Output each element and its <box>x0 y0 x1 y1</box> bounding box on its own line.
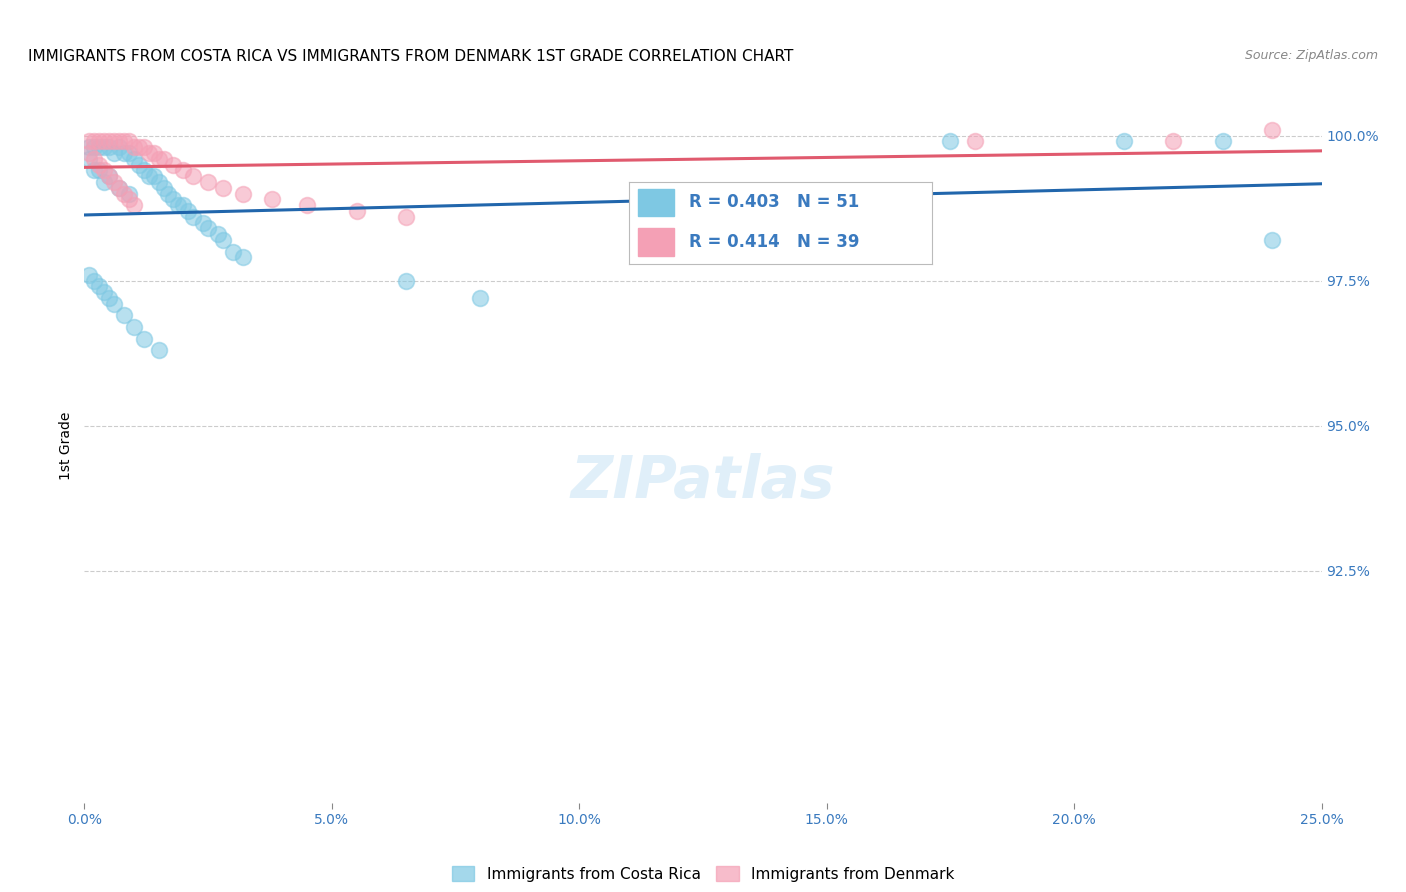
Point <box>157 186 180 201</box>
Point <box>232 251 254 265</box>
Point <box>98 169 121 184</box>
Point <box>83 135 105 149</box>
Text: Source: ZipAtlas.com: Source: ZipAtlas.com <box>1244 49 1378 62</box>
Point <box>122 140 145 154</box>
Point <box>89 140 111 154</box>
Point <box>172 198 194 212</box>
Point <box>89 135 111 149</box>
Point <box>148 152 170 166</box>
Point <box>212 233 235 247</box>
Point <box>79 268 101 282</box>
Point <box>122 198 145 212</box>
Point <box>79 140 101 154</box>
Point <box>132 163 155 178</box>
Point <box>98 291 121 305</box>
Point <box>395 274 418 288</box>
Point <box>112 146 135 161</box>
Point <box>197 175 219 189</box>
Point <box>103 297 125 311</box>
Point <box>103 175 125 189</box>
Point <box>222 244 245 259</box>
Y-axis label: 1st Grade: 1st Grade <box>59 412 73 480</box>
Point <box>181 210 204 224</box>
Point <box>103 146 125 161</box>
Point <box>83 152 105 166</box>
Point <box>98 135 121 149</box>
Point <box>79 152 101 166</box>
Point <box>172 163 194 178</box>
Point <box>132 332 155 346</box>
Point <box>232 186 254 201</box>
Point <box>167 198 190 212</box>
Point <box>93 135 115 149</box>
Point <box>207 227 229 242</box>
Point <box>79 135 101 149</box>
Point <box>148 343 170 358</box>
Point <box>152 152 174 166</box>
Point <box>93 175 115 189</box>
Point <box>295 198 318 212</box>
Point <box>162 158 184 172</box>
Point <box>191 216 214 230</box>
Bar <box>638 188 675 217</box>
Point <box>1261 123 1284 137</box>
Point <box>1261 233 1284 247</box>
Text: ZIPatlas: ZIPatlas <box>571 453 835 510</box>
Point <box>103 135 125 149</box>
Point <box>118 146 141 161</box>
Point <box>142 169 165 184</box>
Point <box>98 169 121 184</box>
Point <box>128 140 150 154</box>
Point <box>132 140 155 154</box>
Bar <box>638 228 675 256</box>
Point <box>122 320 145 334</box>
Text: R = 0.403   N = 51: R = 0.403 N = 51 <box>689 194 859 211</box>
Point <box>93 163 115 178</box>
Point <box>152 181 174 195</box>
Point <box>89 279 111 293</box>
Point <box>142 146 165 161</box>
Point <box>108 140 131 154</box>
Point <box>108 135 131 149</box>
Point <box>197 221 219 235</box>
Point <box>112 309 135 323</box>
Point <box>1161 135 1184 149</box>
Point <box>112 186 135 201</box>
Point <box>128 158 150 172</box>
Text: R = 0.414   N = 39: R = 0.414 N = 39 <box>689 233 860 251</box>
Point <box>148 175 170 189</box>
Point <box>98 140 121 154</box>
Point <box>395 210 418 224</box>
Point <box>177 204 200 219</box>
Point <box>138 146 160 161</box>
Point <box>1212 135 1234 149</box>
Point <box>1112 135 1135 149</box>
Point <box>83 274 105 288</box>
Point <box>108 181 131 195</box>
Point <box>212 181 235 195</box>
Point <box>93 285 115 300</box>
Point <box>262 193 284 207</box>
Point <box>93 140 115 154</box>
Point <box>138 169 160 184</box>
Point <box>89 163 111 178</box>
Point <box>122 152 145 166</box>
Point <box>112 135 135 149</box>
Point <box>108 181 131 195</box>
Point <box>162 193 184 207</box>
Point <box>118 186 141 201</box>
Point <box>118 135 141 149</box>
Point <box>83 140 105 154</box>
Point <box>83 163 105 178</box>
Point <box>79 146 101 161</box>
Point <box>118 193 141 207</box>
Point <box>939 135 962 149</box>
Text: IMMIGRANTS FROM COSTA RICA VS IMMIGRANTS FROM DENMARK 1ST GRADE CORRELATION CHAR: IMMIGRANTS FROM COSTA RICA VS IMMIGRANTS… <box>28 49 793 64</box>
Point <box>470 291 492 305</box>
Legend: Immigrants from Costa Rica, Immigrants from Denmark: Immigrants from Costa Rica, Immigrants f… <box>446 860 960 888</box>
Point <box>965 135 987 149</box>
Point <box>89 158 111 172</box>
Point <box>346 204 368 219</box>
Point <box>181 169 204 184</box>
